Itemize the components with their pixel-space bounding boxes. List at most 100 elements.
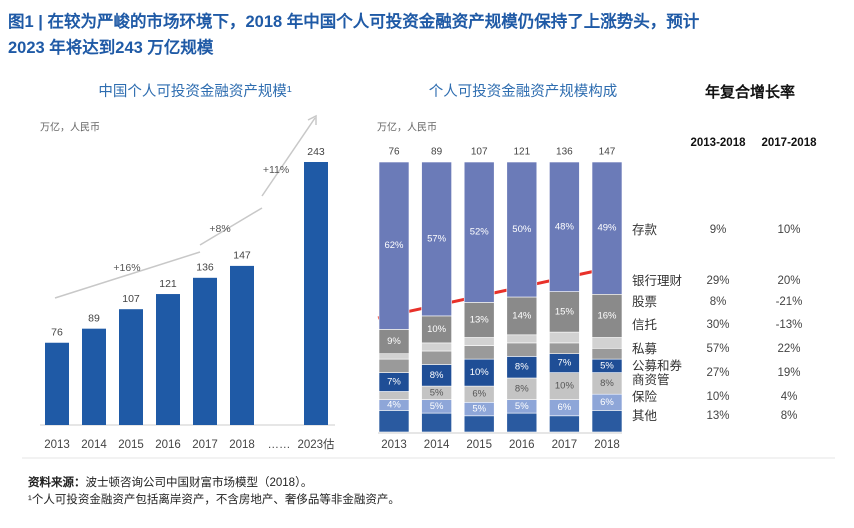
bar-segment [463,345,495,360]
legend-name: 信托 [632,318,658,332]
legend-name: 私募 [632,342,658,356]
bar [45,342,69,425]
footnote-text: 波士顿咨询公司中国财富市场模型（2018）。 [85,477,313,489]
segment-label: 57% [427,233,447,244]
bar-segment [421,412,452,433]
segment-label: 5% [472,404,486,415]
right-chart-title: 个人可投资金融资产规模构成 [429,83,618,100]
segment-label: 15% [555,306,575,317]
column-header: 2017-2018 [762,137,818,149]
page-title: 2023 年将达到243 万亿规模 [8,39,214,57]
column-header: 2013-2018 [691,137,747,149]
bar [156,294,180,425]
x-tick-label: 2017 [192,439,218,451]
x-tick-label: …… [268,439,291,451]
bar-segment [378,329,410,354]
bar-segment [463,302,495,338]
segment-label: 7% [387,377,401,388]
total-label: 121 [513,147,530,158]
growth-value: 13% [706,410,729,422]
growth-value: 10% [777,224,800,236]
segment-label: 5% [430,387,444,398]
x-tick-label: 2014 [81,439,107,451]
growth-value: 9% [710,224,727,236]
x-tick-label: 2015 [466,439,492,451]
x-tick-label: 2016 [155,439,181,451]
growth-value: 27% [706,367,729,379]
growth-label: +8% [209,223,230,235]
bar-segment [506,296,538,336]
bar-segment [378,410,410,433]
total-label: 89 [431,147,443,158]
left-chart-title: 中国个人可投资金融资产规模¹ [98,83,291,100]
table-title: 年复合增长率 [705,83,795,101]
segment-label: 48% [555,221,575,232]
growth-value: 22% [777,343,800,355]
bar [193,277,217,425]
legend-name: 股票 [632,295,658,309]
bar [304,162,328,425]
segment-label: 8% [600,378,614,389]
growth-value: 20% [777,275,800,287]
legend-name: 保险 [632,390,658,404]
bar-segment [506,334,538,344]
growth-value: 30% [706,319,729,331]
total-label: 147 [599,147,616,158]
bar-segment [591,410,623,433]
segment-label: 49% [597,223,617,234]
bar-segment [421,350,452,365]
total-label: 107 [471,147,488,158]
segment-label: 6% [600,397,614,408]
bar-segment [591,337,623,349]
value-label: 136 [196,262,214,274]
bar-segment [549,372,580,400]
bar [119,309,143,425]
footnote: ¹个人可投资金融资产包括离岸资产，不含房地产、奢侈品等非金融资产。 [28,494,400,506]
segment-label: 5% [600,360,614,371]
footnote: 资料来源：波士顿咨询公司中国财富市场模型（2018）。 [28,474,312,490]
growth-value: -13% [776,319,803,331]
bar-segment [463,358,495,387]
growth-value: 8% [781,410,798,422]
segment-label: 5% [515,401,529,412]
segment-label: 8% [515,362,529,373]
bar-segment [549,415,580,433]
bar-segment [378,353,410,360]
segment-label: 10% [470,367,490,378]
segment-label: 6% [472,389,486,400]
total-label: 76 [388,147,400,158]
bar-segment [506,161,538,298]
bar-segment [463,337,495,346]
segment-label: 10% [555,381,575,392]
growth-label: +11% [263,164,289,176]
segment-label: 10% [427,324,447,335]
bar-segment [506,412,538,433]
x-tick-label: 2013 [381,439,407,451]
segment-label: 6% [558,402,572,413]
x-tick-label: 2018 [594,439,620,451]
bar [82,328,106,425]
bar-segment [421,315,452,344]
bar-segment [549,161,580,292]
bar [230,265,254,425]
bar-segment [378,161,410,330]
value-label: 147 [233,250,251,262]
bar-segment [378,391,410,400]
x-tick-label: 2016 [509,439,535,451]
bar-segment [421,161,452,317]
bar-segment [549,331,580,344]
growth-value: 10% [706,391,729,403]
legend-name: 银行理财 [632,274,683,288]
growth-value: 57% [706,343,729,355]
value-label: 89 [88,312,100,324]
growth-value: 8% [710,296,727,308]
bar-segment [549,291,580,333]
value-label: 76 [51,327,63,339]
segment-label: 5% [430,401,444,412]
value-label: 107 [122,293,140,305]
segment-label: 7% [558,358,572,369]
legend-name: 公募和券商资管 [632,359,683,387]
segment-label: 50% [512,224,532,235]
unit: 万亿，人民币 [40,121,100,134]
